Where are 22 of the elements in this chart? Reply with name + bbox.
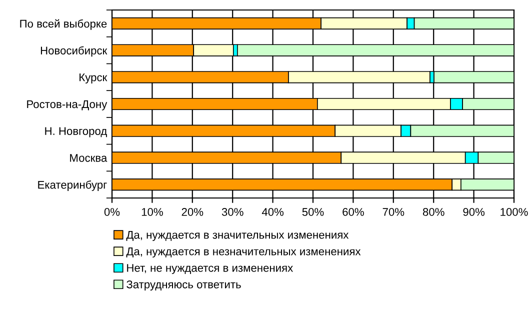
x-tick-label: 0% [104,208,120,216]
legend-label: Да, нуждается в незначительных изменениях [126,248,361,258]
x-tick-label: 20% [182,208,204,216]
x-tick-label: 80% [422,208,444,216]
x-tick-label: 90% [463,208,485,216]
y-tick-label: Н. Новгород [45,127,107,138]
y-tick-label: Екатеринбург [38,180,107,191]
legend-label: Нет, не нуждается в изменениях [127,264,293,274]
x-tick-label: 60% [342,208,364,216]
x-tick-label: 10% [142,208,163,216]
legend-label: Затрудняюсь ответить [126,280,241,291]
x-tick-label: 100% [500,208,528,216]
legend-label: Да, нуждается в значительных изменениях [126,231,349,241]
x-tick-label: 30% [222,208,244,216]
y-tick-label: Ростов-на-Дону [27,100,108,110]
y-tick-label: По всей выборке [20,19,107,30]
y-tick-label: Новосибирск [40,46,108,57]
x-tick-label: 40% [262,208,284,216]
y-tick-label: Курск [80,74,108,84]
x-tick-label: 70% [382,208,404,216]
y-tick-label: Москва [70,154,108,162]
x-tick-label: 50% [302,208,324,216]
